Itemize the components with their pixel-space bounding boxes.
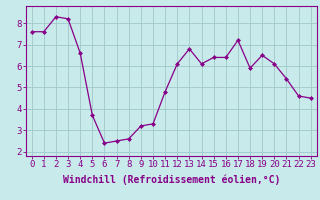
X-axis label: Windchill (Refroidissement éolien,°C): Windchill (Refroidissement éolien,°C) bbox=[62, 175, 280, 185]
